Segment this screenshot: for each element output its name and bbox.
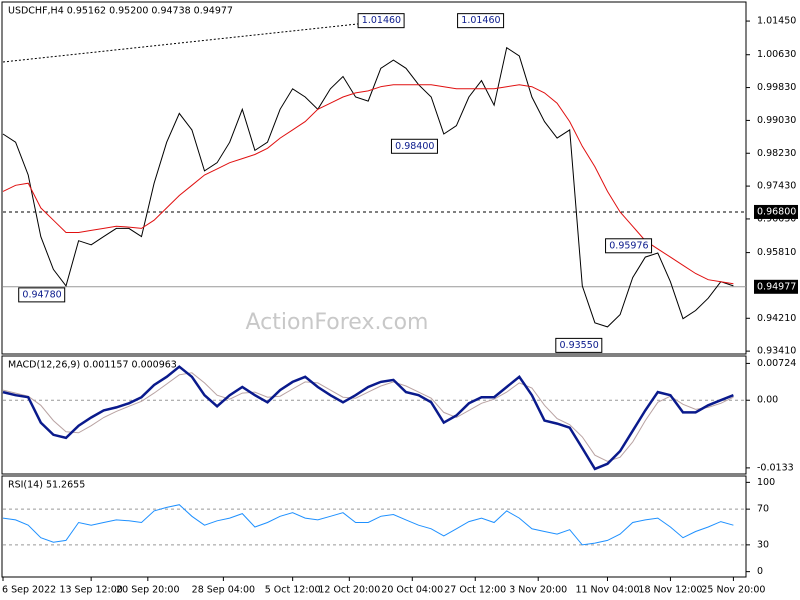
annotation-label: 0.98400 — [395, 141, 434, 152]
panel-title: USDCHF,H4 0.95162 0.95200 0.94738 0.9497… — [8, 6, 233, 17]
y-tick-label: 0.00 — [757, 395, 778, 406]
trend-line — [2, 18, 405, 63]
annotation-label: 0.93550 — [560, 340, 599, 351]
x-tick-label: 18 Nov 12:00 — [638, 585, 702, 596]
annotation-box — [555, 337, 603, 353]
x-tick-label: 28 Sep 04:00 — [192, 585, 255, 596]
annotation-label: 0.95976 — [609, 240, 648, 251]
y-tick-label: -0.0133 — [757, 462, 794, 473]
price-label: 0.94977 — [757, 281, 796, 292]
panel-title: RSI(14) 51.2655 — [8, 480, 85, 491]
x-tick-label: 13 Sep 12:00 — [59, 585, 122, 596]
y-tick-label: 0.99030 — [757, 115, 796, 126]
x-tick-label: 6 Sep 2022 — [2, 585, 56, 596]
panel-title: MACD(12,26,9) 0.001157 0.000963 — [8, 360, 177, 371]
y-tick-label: 0.93410 — [757, 346, 796, 357]
y-tick-label: 0.95810 — [757, 247, 796, 258]
y-tick-label: 0.94210 — [757, 313, 796, 324]
y-tick-label: 0 — [757, 566, 763, 577]
panel-frame — [1, 475, 747, 578]
y-tick-label: 0.97430 — [757, 181, 796, 192]
panel-frame — [1, 355, 747, 475]
x-tick-label: 20 Oct 04:00 — [381, 585, 443, 596]
x-tick-label: 25 Nov 20:00 — [701, 585, 765, 596]
series-line — [2, 84, 734, 285]
y-tick-label: 0.99830 — [757, 82, 796, 93]
x-tick-label: 12 Oct 20:00 — [318, 585, 380, 596]
annotation-box — [18, 287, 66, 303]
y-tick-label: 0.98230 — [757, 148, 796, 159]
series-line — [2, 46, 734, 328]
annotation-box — [605, 238, 653, 254]
y-tick-label: 1.00630 — [757, 49, 796, 60]
annotation-box — [357, 13, 405, 29]
level-label-box — [754, 204, 798, 219]
y-tick-label: 1.01450 — [757, 16, 796, 27]
annotation-label: 0.94780 — [22, 289, 61, 300]
x-tick-label: 27 Oct 12:00 — [444, 585, 506, 596]
y-tick-label: 0.00724 — [757, 358, 796, 369]
watermark: ActionForex.com — [246, 310, 429, 335]
annotation-box — [390, 138, 438, 154]
series-line — [2, 504, 734, 546]
y-tick-label: 100 — [757, 477, 775, 488]
x-tick-label: 11 Nov 04:00 — [575, 585, 639, 596]
x-tick-label: 20 Sep 20:00 — [116, 585, 179, 596]
x-tick-label: 3 Nov 20:00 — [509, 585, 567, 596]
y-tick-label: 30 — [757, 539, 769, 550]
annotation-box — [457, 13, 505, 29]
level-label: 0.96800 — [757, 206, 796, 217]
x-tick-label: 5 Oct 12:00 — [265, 585, 321, 596]
y-tick-label: 70 — [757, 504, 769, 515]
annotation-label: 1.01460 — [362, 15, 401, 26]
panel-frame — [1, 1, 747, 355]
price-label-box — [754, 279, 798, 294]
annotation-label: 1.01460 — [461, 15, 500, 26]
series-line — [2, 365, 734, 471]
